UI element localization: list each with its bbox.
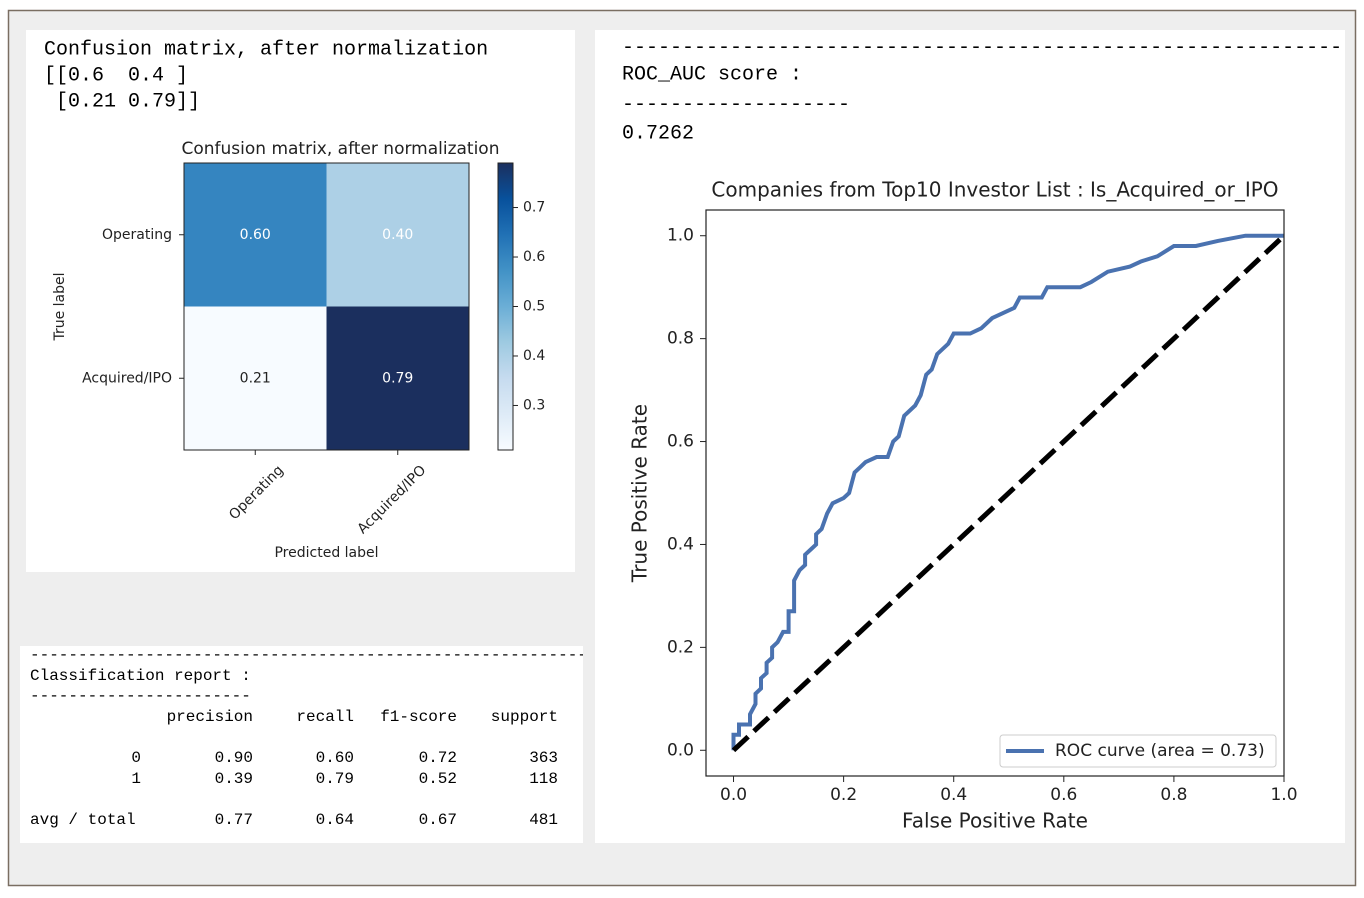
heatmap-cell	[184, 306, 327, 450]
cell-label: 0.40	[382, 227, 413, 243]
y-tick-label: Acquired/IPO	[82, 370, 172, 386]
cell-label: 0.79	[382, 370, 413, 386]
report-heading: Classification report :	[30, 667, 251, 685]
confusion-output: Confusion matrix, after normalization [[0…	[44, 38, 545, 561]
colorbar-tick-label: 0.3	[523, 397, 545, 413]
console-line: [[0.6 0.4 ]	[44, 64, 188, 87]
console-line: -------------------	[622, 93, 850, 116]
classification-report: ----------------------------------------…	[30, 646, 606, 829]
y-tick-label: 0.6	[667, 432, 694, 452]
x-tick-label: 0.8	[1160, 785, 1187, 805]
x-tick-label: 0.2	[830, 785, 857, 805]
console-rule: -----------------------	[30, 687, 251, 705]
x-axis-label: False Positive Rate	[902, 809, 1088, 833]
y-tick-label: 1.0	[667, 226, 694, 246]
chart-title: Companies from Top10 Investor List : Is_…	[711, 178, 1278, 202]
y-tick-label: 0.2	[667, 637, 694, 657]
heatmap-cell	[326, 306, 469, 450]
y-tick-label: 0.4	[667, 534, 694, 554]
y-tick-label: 0.8	[667, 329, 694, 349]
report-panel	[20, 646, 583, 843]
colorbar-tick-label: 0.6	[523, 249, 545, 265]
y-axis-label: True Positive Rate	[628, 404, 652, 583]
colorbar-tick-label: 0.4	[523, 348, 545, 364]
y-tick-label: 0.0	[667, 740, 694, 760]
roc-panel	[595, 30, 1345, 843]
report-row-label: 1	[131, 770, 141, 788]
series-line	[731, 233, 1284, 751]
console-line: ----------------------------------------…	[622, 36, 1342, 59]
report-cell: 0.52	[419, 770, 457, 788]
y-axis-label: True label	[52, 272, 68, 341]
report-cell: 0.39	[215, 770, 253, 788]
report-column-header: recall	[296, 708, 354, 726]
report-column-header: f1-score	[380, 708, 457, 726]
cell-label: 0.21	[240, 370, 271, 386]
console-line: 0.7262	[622, 122, 694, 145]
report-column-header: support	[491, 708, 558, 726]
colorbar-tick-label: 0.7	[523, 200, 545, 216]
console-line: Confusion matrix, after normalization	[44, 38, 488, 61]
legend-box	[999, 734, 1277, 768]
report-cell: 0.67	[419, 811, 457, 829]
report-row-label: 0	[131, 749, 141, 767]
console-line: [0.21 0.79]]	[44, 90, 200, 113]
heatmap-cell	[184, 163, 327, 307]
console-rule: ----------------------------------------…	[30, 646, 606, 664]
y-tick-label: Operating	[102, 227, 172, 243]
report-cell: 0.90	[215, 749, 253, 767]
report-cell: 0.64	[316, 811, 354, 829]
report-column-header: precision	[167, 708, 253, 726]
report-row-label: avg / total	[30, 811, 136, 829]
report-cell: 363	[529, 749, 558, 767]
cell-label: 0.60	[240, 227, 271, 243]
report-cell: 118	[529, 770, 558, 788]
console-line: ROC_AUC score :	[622, 63, 802, 86]
x-tick-label: 0.6	[1050, 785, 1077, 805]
chart-title: Confusion matrix, after normalization	[181, 139, 499, 159]
series-line	[731, 233, 1286, 753]
x-axis-label: Predicted label	[274, 545, 378, 561]
colorbar-tick-label: 0.5	[523, 299, 545, 315]
x-tick-label: 0.4	[940, 785, 967, 805]
legend-label: ROC curve (area = 0.73)	[1055, 741, 1265, 761]
heatmap-cell	[326, 163, 469, 307]
x-tick-label: 0.0	[720, 785, 747, 805]
report-cell: 0.77	[215, 811, 253, 829]
colorbar	[497, 162, 514, 451]
report-cell: 0.60	[316, 749, 354, 767]
report-cell: 0.72	[419, 749, 457, 767]
report-cell: 0.79	[316, 770, 354, 788]
plot-frame	[705, 209, 1285, 777]
roc-output: ----------------------------------------…	[622, 36, 1342, 832]
plot-frame	[183, 162, 470, 451]
x-tick-label: 1.0	[1270, 785, 1297, 805]
report-cell: 481	[529, 811, 558, 829]
